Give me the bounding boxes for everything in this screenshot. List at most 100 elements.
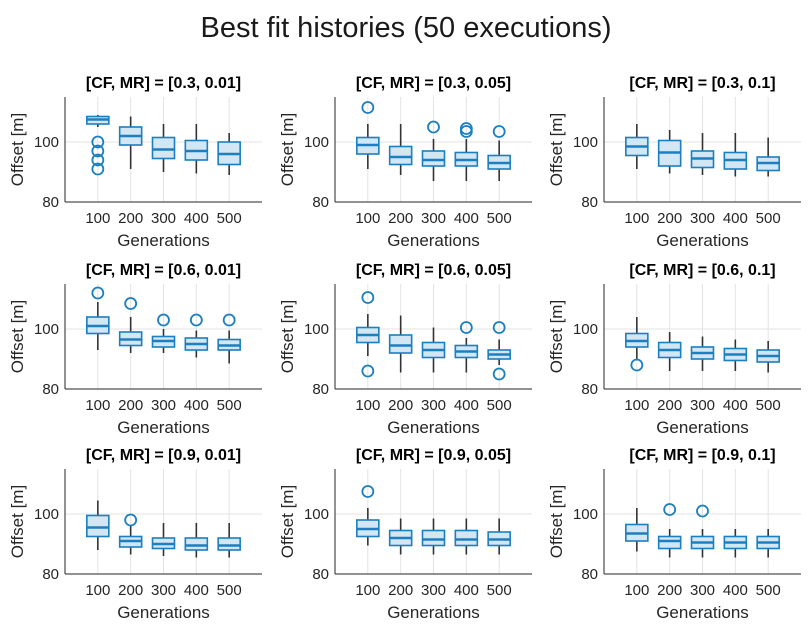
y-tick-label: 80 [312, 381, 329, 398]
box-200 [118, 513, 143, 555]
box-100 [86, 286, 110, 350]
box-500 [487, 518, 511, 555]
outlier-point [91, 135, 105, 149]
y-tick-label: 80 [42, 566, 59, 583]
x-tick-label: 100 [355, 397, 380, 414]
x-tick-label: 200 [657, 210, 682, 227]
subplot-title: [CF, MR] = [0.9, 0.01] [86, 447, 241, 464]
subplot-title: [CF, MR] = [0.6, 0.05] [356, 262, 511, 279]
x-tick-label: 500 [487, 397, 512, 414]
box-500 [756, 341, 780, 373]
y-tick-label: 100 [34, 506, 59, 523]
subplot-title: [CF, MR] = [0.9, 0.1] [629, 447, 775, 464]
box-body [151, 136, 176, 160]
y-tick-label: 80 [312, 566, 329, 583]
x-tick-label: 500 [487, 210, 512, 227]
y-tick-label: 100 [573, 134, 598, 151]
y-tick-label: 100 [304, 321, 329, 338]
outlier-point [492, 321, 506, 334]
x-tick-label: 500 [756, 582, 781, 599]
outlier-point [361, 101, 375, 114]
x-tick-label: 100 [624, 210, 649, 227]
outlier-point [361, 364, 375, 378]
subplot: 80 100 100 200 300 400 500 Generations Offset [m… [547, 262, 801, 437]
x-tick-label: 200 [657, 397, 682, 414]
x-tick-label: 500 [487, 582, 512, 599]
box-100 [356, 101, 380, 169]
x-tick-label: 400 [184, 397, 209, 414]
x-axis-label: Generations [117, 418, 210, 437]
y-axis-label: Offset [m] [547, 300, 566, 373]
y-tick-label: 100 [34, 134, 59, 151]
y-tick-label: 80 [581, 566, 598, 583]
x-axis-label: Generations [117, 231, 210, 250]
x-tick-label: 100 [624, 582, 649, 599]
x-tick-label: 300 [421, 397, 446, 414]
box-300 [690, 336, 715, 371]
box-500 [217, 313, 241, 364]
x-axis-label: Generations [387, 603, 480, 622]
box-400 [723, 339, 748, 371]
box-400 [184, 124, 209, 174]
outlier-point [361, 485, 375, 498]
x-axis-label: Generations [387, 418, 480, 437]
outlier-point [124, 297, 138, 310]
subplot-title: [CF, MR] = [0.3, 0.01] [86, 75, 241, 92]
x-tick-label: 300 [421, 582, 446, 599]
y-axis-label: Offset [m] [8, 113, 27, 186]
x-tick-label: 200 [118, 397, 143, 414]
x-tick-label: 400 [723, 210, 748, 227]
box-100 [86, 115, 110, 176]
box-100 [86, 500, 110, 550]
x-tick-label: 100 [624, 397, 649, 414]
outlier-point [157, 313, 170, 327]
box-body [657, 535, 682, 550]
subplot: 80 100 100 200 300 400 500 Generations Offset [m… [8, 75, 262, 250]
box-300 [151, 313, 176, 353]
box-body [388, 334, 413, 354]
x-tick-label: 400 [723, 582, 748, 599]
y-tick-label: 80 [312, 194, 329, 211]
x-tick-label: 300 [421, 210, 446, 227]
box-300 [151, 124, 176, 172]
box-body [184, 537, 209, 551]
box-200 [118, 297, 143, 353]
box-body [421, 529, 446, 547]
x-tick-label: 200 [118, 210, 143, 227]
box-500 [487, 321, 511, 381]
x-tick-label: 400 [454, 210, 479, 227]
outlier-point [459, 122, 473, 135]
x-tick-label: 300 [151, 582, 176, 599]
subplot: 80 100 100 200 300 400 500 Generations Offset [m… [8, 262, 262, 437]
y-tick-label: 80 [581, 381, 598, 398]
box-300 [421, 518, 446, 555]
x-tick-label: 100 [355, 582, 380, 599]
x-axis-label: Generations [656, 603, 749, 622]
x-axis-label: Generations [117, 603, 210, 622]
x-axis-label: Generations [387, 231, 480, 250]
outlier-point [492, 367, 506, 381]
box-100 [356, 485, 380, 546]
x-tick-label: 500 [217, 210, 242, 227]
subplot-title: [CF, MR] = [0.9, 0.05] [356, 447, 511, 464]
box-200 [388, 315, 413, 373]
y-tick-label: 100 [34, 321, 59, 338]
subplot: 80 100 100 200 300 400 500 Generations Offset [m… [547, 75, 801, 250]
box-300 [421, 327, 446, 373]
subplot-title: [CF, MR] = [0.6, 0.1] [629, 262, 775, 279]
x-tick-label: 200 [388, 582, 413, 599]
box-500 [756, 137, 780, 177]
y-tick-label: 80 [42, 381, 59, 398]
box-500 [487, 125, 511, 181]
x-tick-label: 300 [690, 582, 715, 599]
box-100 [625, 124, 649, 169]
y-tick-label: 80 [42, 194, 59, 211]
box-300 [690, 504, 715, 558]
x-tick-label: 200 [388, 397, 413, 414]
outlier-point [696, 504, 709, 518]
box-400 [454, 518, 479, 555]
y-tick-label: 80 [581, 194, 598, 211]
figure-title: Best fit histories (50 executions) [200, 12, 612, 44]
